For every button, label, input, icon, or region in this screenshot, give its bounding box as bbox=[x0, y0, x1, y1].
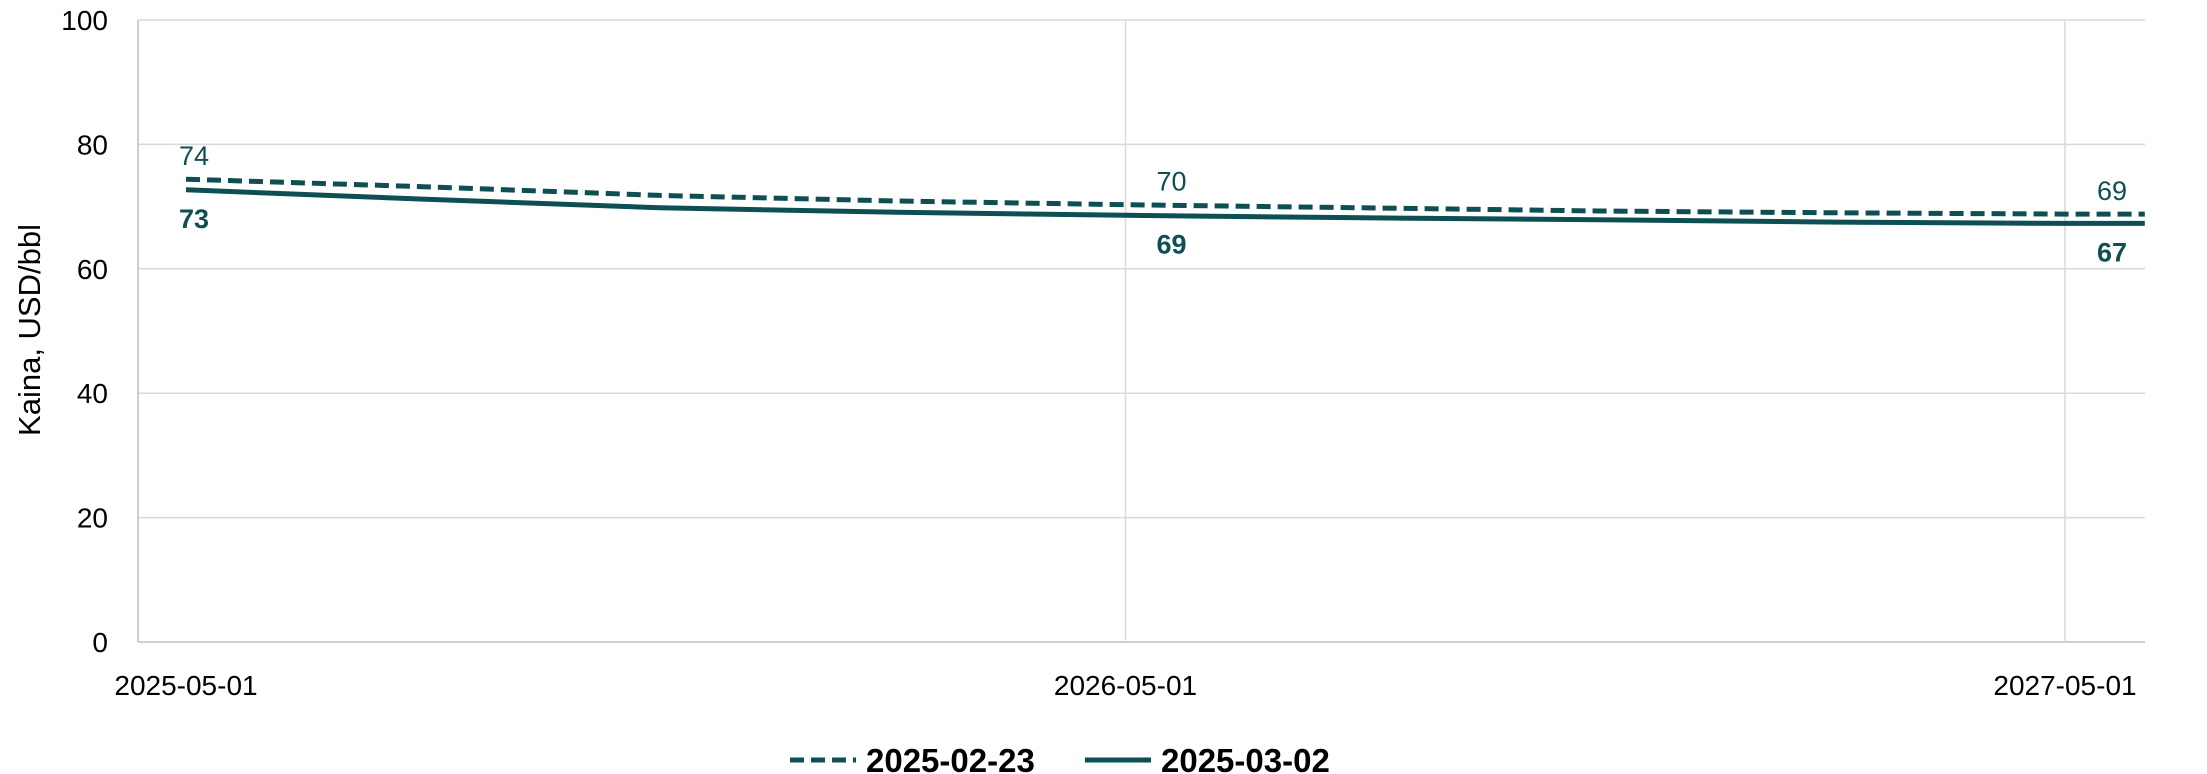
x-axis-ticks: 2025-05-01 2026-05-01 2027-05-01 bbox=[114, 670, 2136, 701]
series-line-2025-03-02 bbox=[185, 187, 2145, 226]
data-label: 73 bbox=[179, 204, 209, 234]
y-axis-title: Kaina, USD/bbl bbox=[12, 224, 47, 436]
data-label: 74 bbox=[179, 141, 209, 171]
grid bbox=[137, 19, 2145, 643]
legend: 2025-02-23 2025-03-02 bbox=[790, 742, 1330, 774]
y-tick-label: 100 bbox=[61, 5, 108, 36]
data-label: 67 bbox=[2097, 237, 2127, 267]
legend-label: 2025-03-02 bbox=[1161, 742, 1330, 774]
data-label: 70 bbox=[1156, 167, 1186, 197]
data-labels: 74 70 69 73 69 67 bbox=[179, 141, 2127, 267]
legend-label: 2025-02-23 bbox=[866, 742, 1035, 774]
y-tick-label: 40 bbox=[77, 378, 108, 409]
y-tick-label: 80 bbox=[77, 129, 108, 160]
x-tick-label: 2025-05-01 bbox=[114, 670, 257, 701]
y-axis-ticks: 0 20 40 60 80 100 bbox=[61, 5, 108, 658]
data-label: 69 bbox=[1156, 229, 1186, 259]
series-line-2025-02-23 bbox=[185, 176, 2145, 217]
y-tick-label: 20 bbox=[77, 503, 108, 534]
y-tick-label: 60 bbox=[77, 254, 108, 285]
series-lines bbox=[185, 176, 2145, 226]
x-tick-label: 2027-05-01 bbox=[1993, 670, 2136, 701]
y-tick-label: 0 bbox=[92, 627, 108, 658]
x-tick-label: 2026-05-01 bbox=[1054, 670, 1197, 701]
data-label: 69 bbox=[2097, 176, 2127, 206]
